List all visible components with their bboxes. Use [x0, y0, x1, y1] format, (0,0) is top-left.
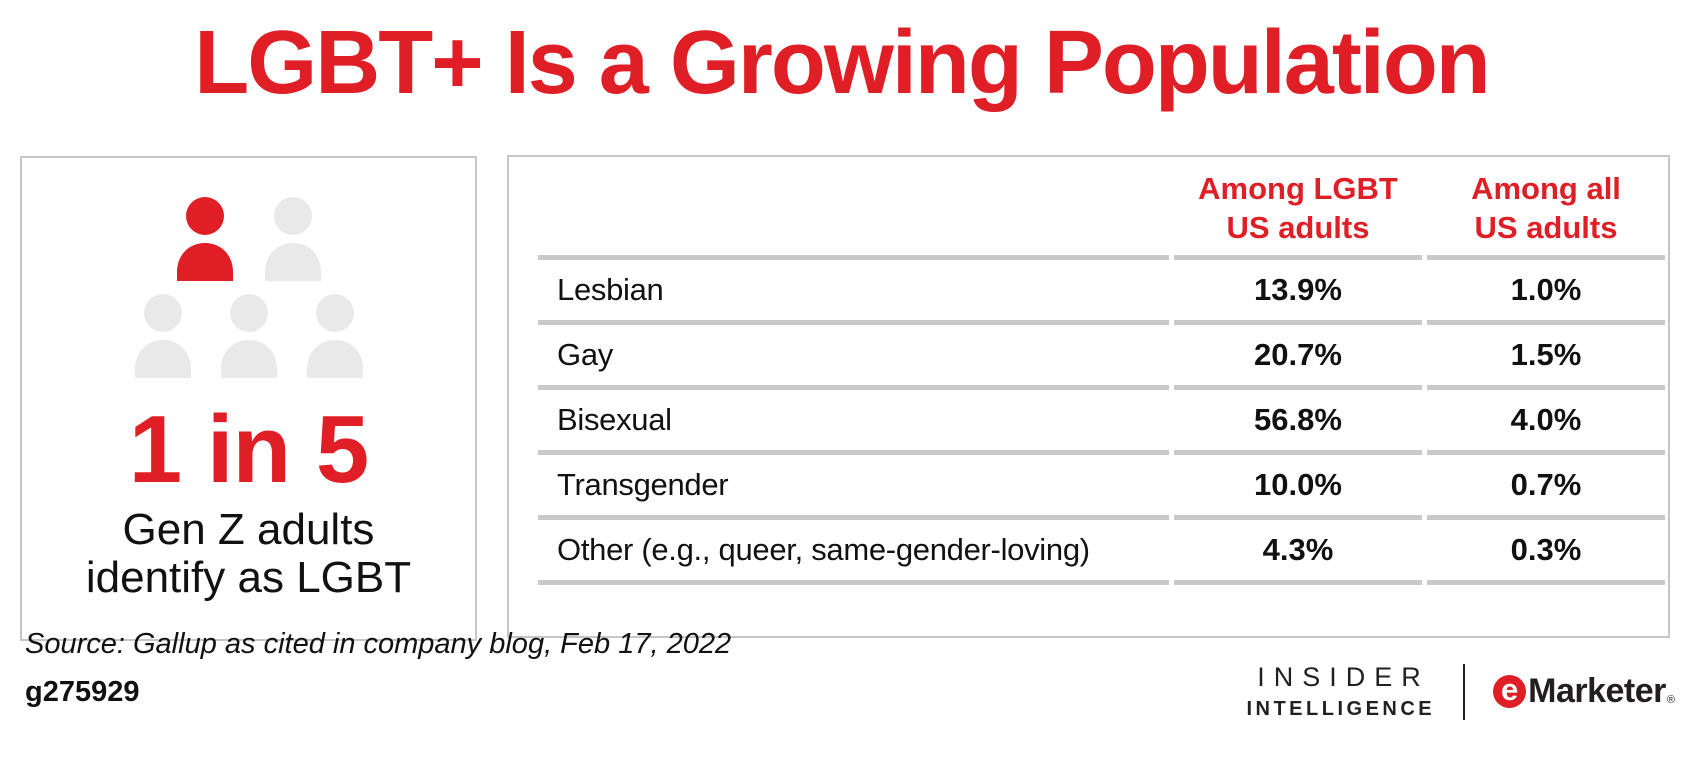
person-icon-red — [176, 197, 233, 281]
table-row: Transgender 10.0% 0.7% — [538, 455, 1665, 520]
person-icon-gray — [220, 294, 277, 378]
person-icon-gray — [134, 294, 191, 378]
table-row: Gay 20.7% 1.5% — [538, 325, 1665, 390]
row-value-lgbt: 4.3% — [1174, 520, 1422, 585]
row-label: Transgender — [538, 455, 1169, 520]
chart-id: g275929 — [25, 676, 140, 708]
row-value-all: 1.0% — [1427, 260, 1665, 325]
row-value-lgbt: 56.8% — [1174, 390, 1422, 455]
row-value-lgbt: 20.7% — [1174, 325, 1422, 390]
people-pictogram — [129, 197, 369, 378]
stat-card: 1 in 5 Gen Z adults identify as LGBT — [20, 156, 477, 641]
row-value-all: 0.7% — [1427, 455, 1665, 520]
registered-trademark-icon: ® — [1666, 694, 1675, 706]
row-value-all: 0.3% — [1427, 520, 1665, 585]
pictogram-row-top — [171, 197, 327, 281]
source-note: Source: Gallup as cited in company blog,… — [25, 628, 732, 660]
row-value-all: 4.0% — [1427, 390, 1665, 455]
stat-caption: Gen Z adults identify as LGBT — [85, 505, 412, 603]
row-value-lgbt: 10.0% — [1174, 455, 1422, 520]
row-label: Other (e.g., queer, same-gender-loving) — [538, 520, 1169, 585]
pictogram-row-bottom — [129, 294, 369, 378]
brand-divider — [1463, 663, 1466, 720]
header-among-all: Among all US adults — [1427, 157, 1665, 260]
stat-value: 1 in 5 — [128, 396, 369, 503]
table-header-row: Among LGBT US adults Among all US adults — [538, 157, 1665, 260]
row-value-lgbt: 13.9% — [1174, 260, 1422, 325]
person-icon-gray — [306, 294, 363, 378]
emarketer-e-icon: e — [1493, 674, 1527, 708]
row-label: Bisexual — [538, 390, 1169, 455]
person-icon-gray — [264, 197, 321, 281]
intelligence-wordmark: INTELLIGENCE — [1246, 698, 1436, 720]
table-card: Among LGBT US adults Among all US adults… — [507, 155, 1670, 638]
row-label: Gay — [538, 325, 1169, 390]
insider-intelligence-logo: INSIDER INTELLIGENCE — [1243, 662, 1435, 721]
stat-caption-line2: identify as LGBT — [85, 553, 412, 603]
emarketer-logo: e Marketer ® — [1493, 672, 1675, 711]
page-title: LGBT+ Is a Growing Population — [194, 13, 1491, 113]
table-row: Other (e.g., queer, same-gender-loving) … — [538, 520, 1665, 585]
row-value-all: 1.5% — [1427, 325, 1665, 390]
brand-lockup: INSIDER INTELLIGENCE e Marketer ® — [1243, 662, 1675, 721]
stat-caption-line1: Gen Z adults — [122, 505, 375, 554]
row-label: Lesbian — [538, 260, 1169, 325]
stats-table: Among LGBT US adults Among all US adults… — [533, 157, 1670, 585]
header-among-lgbt: Among LGBT US adults — [1174, 157, 1422, 260]
table-row: Lesbian 13.9% 1.0% — [538, 260, 1665, 325]
emarketer-wordmark: Marketer — [1528, 672, 1666, 710]
insider-wordmark: INSIDER — [1257, 662, 1430, 692]
table-row: Bisexual 56.8% 4.0% — [538, 390, 1665, 455]
header-empty-cell — [538, 157, 1169, 260]
